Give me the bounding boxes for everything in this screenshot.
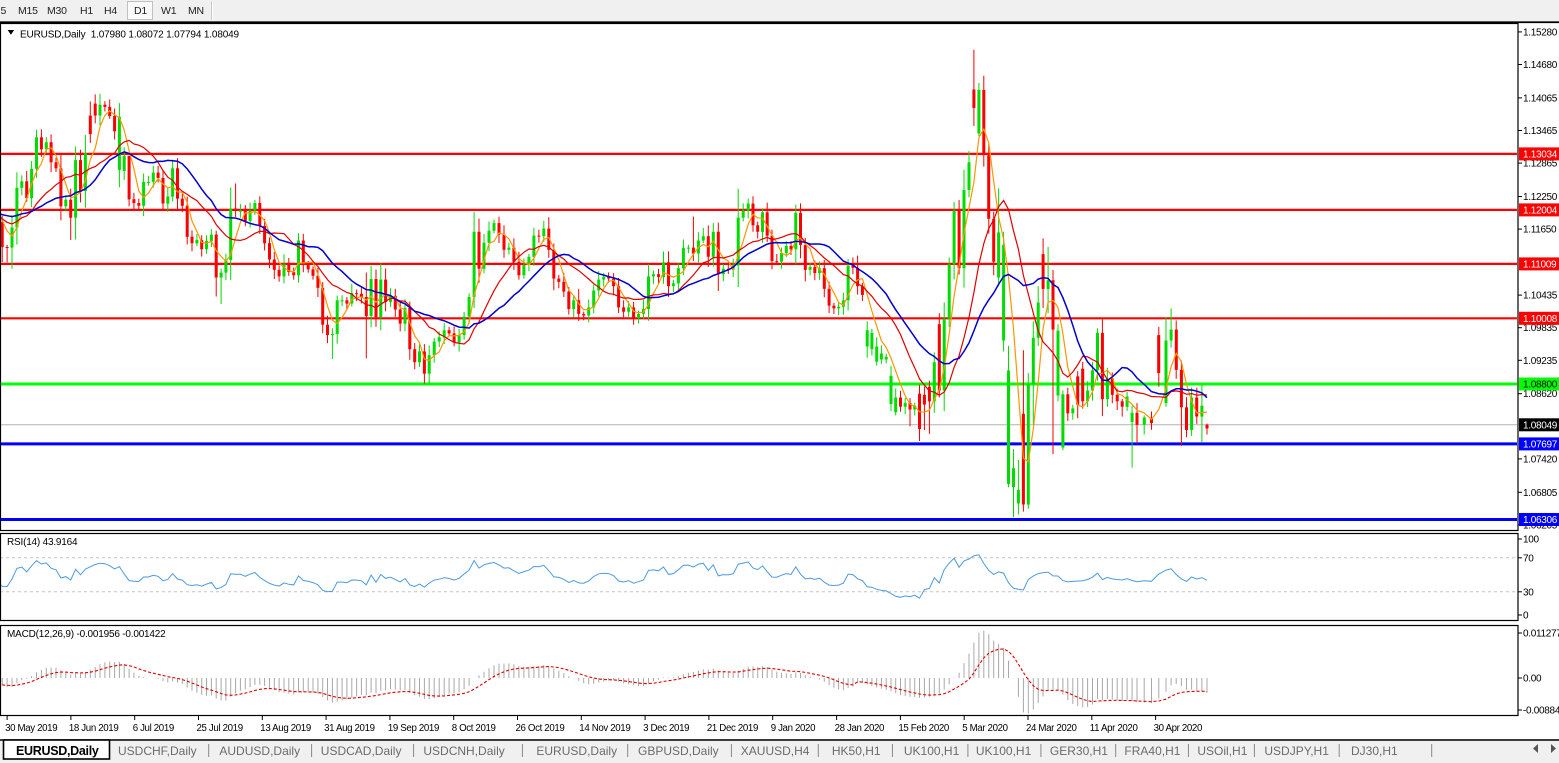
svg-text:1.12865: 1.12865 <box>1523 159 1558 170</box>
svg-text:1.07697: 1.07697 <box>1523 439 1558 450</box>
svg-text:H1: H1 <box>80 5 93 17</box>
svg-text:H4: H4 <box>104 5 117 17</box>
svg-text:19 Sep 2019: 19 Sep 2019 <box>388 723 439 734</box>
svg-text:1.09835: 1.09835 <box>1523 323 1558 334</box>
svg-text:30 May 2019: 30 May 2019 <box>5 723 57 734</box>
svg-text:USDJPY,H1: USDJPY,H1 <box>1264 744 1329 758</box>
svg-text:11 Apr 2020: 11 Apr 2020 <box>1090 723 1139 734</box>
svg-text:GER30,H1: GER30,H1 <box>1050 744 1108 758</box>
svg-text:DJ30,H1: DJ30,H1 <box>1351 744 1398 758</box>
svg-text:31 Aug 2019: 31 Aug 2019 <box>324 723 375 734</box>
svg-text:D1: D1 <box>134 5 147 17</box>
svg-text:28 Jan 2020: 28 Jan 2020 <box>835 723 885 734</box>
svg-text:14 Nov 2019: 14 Nov 2019 <box>579 723 630 734</box>
svg-text:100: 100 <box>1523 535 1540 546</box>
svg-text:EURUSD,Daily: EURUSD,Daily <box>16 744 99 758</box>
svg-text:8 Oct 2019: 8 Oct 2019 <box>452 723 496 734</box>
svg-text:XAUUSD,H4: XAUUSD,H4 <box>741 744 810 758</box>
svg-text:1.09235: 1.09235 <box>1523 356 1558 367</box>
svg-text:USDCNH,Daily: USDCNH,Daily <box>423 744 504 758</box>
svg-text:GBPUSD,Daily: GBPUSD,Daily <box>638 744 719 758</box>
svg-text:USDCAD,Daily: USDCAD,Daily <box>321 744 402 758</box>
svg-text:USOil,H1: USOil,H1 <box>1197 744 1247 758</box>
svg-text:30: 30 <box>1523 588 1534 599</box>
svg-text:MN: MN <box>188 5 204 17</box>
svg-text:1.06805: 1.06805 <box>1523 488 1558 499</box>
svg-text:HK50,H1: HK50,H1 <box>832 744 881 758</box>
svg-text:9 Jan 2020: 9 Jan 2020 <box>771 723 816 734</box>
svg-text:M15: M15 <box>18 5 38 17</box>
svg-text:EURUSD,Daily: EURUSD,Daily <box>536 744 617 758</box>
svg-text:25 Jul 2019: 25 Jul 2019 <box>197 723 243 734</box>
svg-text:1.11650: 1.11650 <box>1523 225 1557 236</box>
svg-text:M5: M5 <box>0 5 7 17</box>
svg-text:1.13465: 1.13465 <box>1523 126 1558 137</box>
svg-text:6 Jul 2019: 6 Jul 2019 <box>133 723 174 734</box>
svg-text:RSI(14) 43.9164: RSI(14) 43.9164 <box>7 537 78 548</box>
svg-text:-0.008845: -0.008845 <box>1523 706 1559 717</box>
svg-text:1.14065: 1.14065 <box>1523 93 1558 104</box>
svg-text:0: 0 <box>1523 611 1529 622</box>
svg-text:15 Feb 2020: 15 Feb 2020 <box>898 723 950 734</box>
svg-text:1.14680: 1.14680 <box>1523 60 1558 71</box>
svg-text:26 Oct 2019: 26 Oct 2019 <box>516 723 565 734</box>
svg-text:1.06306: 1.06306 <box>1523 515 1558 526</box>
svg-text:UK100,H1: UK100,H1 <box>976 744 1032 758</box>
svg-text:1.08049: 1.08049 <box>1523 420 1558 431</box>
svg-text:MACD(12,26,9) -0.001956 -0.001: MACD(12,26,9) -0.001956 -0.001422 <box>7 629 166 640</box>
svg-text:1.15280: 1.15280 <box>1523 27 1558 38</box>
svg-text:USDCHF,Daily: USDCHF,Daily <box>118 744 197 758</box>
svg-text:1.11009: 1.11009 <box>1523 259 1557 270</box>
svg-text:1.08800: 1.08800 <box>1523 380 1558 391</box>
svg-text:FRA40,H1: FRA40,H1 <box>1124 744 1180 758</box>
svg-text:3 Dec 2019: 3 Dec 2019 <box>643 723 689 734</box>
svg-text:1.12250: 1.12250 <box>1523 192 1558 203</box>
svg-text:AUDUSD,Daily: AUDUSD,Daily <box>219 744 300 758</box>
svg-text:M30: M30 <box>47 5 67 17</box>
svg-text:W1: W1 <box>161 5 177 17</box>
svg-text:13 Aug 2019: 13 Aug 2019 <box>260 723 311 734</box>
svg-text:1.10435: 1.10435 <box>1523 291 1558 302</box>
svg-text:EURUSD,Daily 1.07980 1.08072: EURUSD,Daily 1.07980 1.08072 1.07794 1.0… <box>20 30 240 41</box>
svg-text:1.12004: 1.12004 <box>1523 205 1558 216</box>
svg-text:5 Mar 2020: 5 Mar 2020 <box>962 723 1008 734</box>
svg-text:70: 70 <box>1523 554 1534 565</box>
svg-text:UK100,H1: UK100,H1 <box>904 744 960 758</box>
svg-text:30 Apr 2020: 30 Apr 2020 <box>1154 723 1203 734</box>
svg-text:21 Dec 2019: 21 Dec 2019 <box>707 723 758 734</box>
svg-text:1.13034: 1.13034 <box>1523 149 1558 160</box>
svg-text:0.011277: 0.011277 <box>1523 629 1559 640</box>
svg-text:0.00: 0.00 <box>1523 674 1542 685</box>
svg-text:1.10008: 1.10008 <box>1523 314 1558 325</box>
svg-text:1.08620: 1.08620 <box>1523 389 1558 400</box>
svg-text:1.07420: 1.07420 <box>1523 454 1558 465</box>
svg-text:18 Jun 2019: 18 Jun 2019 <box>69 723 118 734</box>
svg-text:24 Mar 2020: 24 Mar 2020 <box>1026 723 1078 734</box>
